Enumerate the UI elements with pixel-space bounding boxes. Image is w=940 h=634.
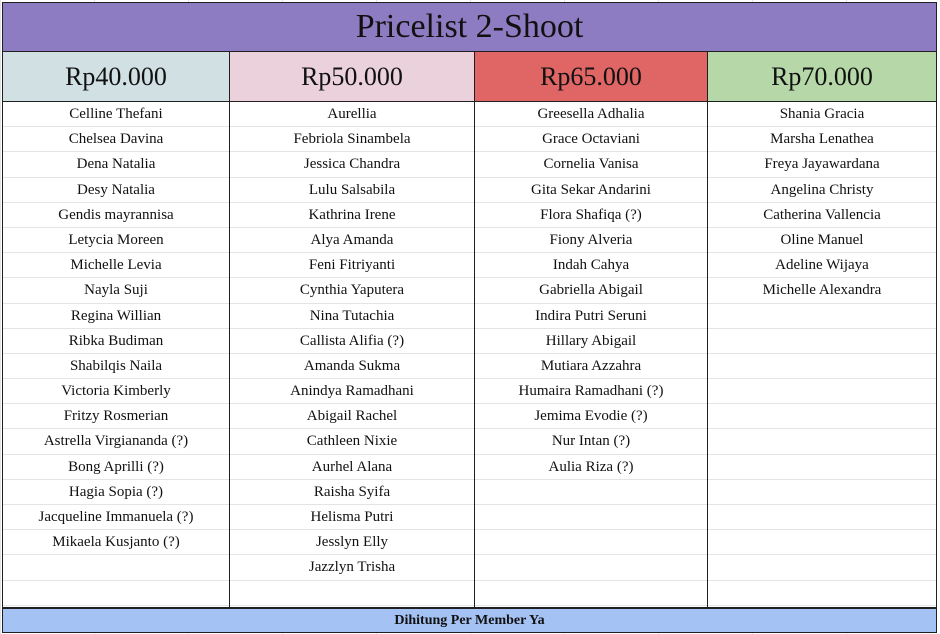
member-name-cell[interactable]: Ribka Budiman xyxy=(3,329,229,354)
price-columns: Rp40.000 Celline Thefani Chelsea Davina De… xyxy=(2,52,937,608)
member-name-cell[interactable]: Regina Willian xyxy=(3,304,229,329)
price-column-65000: Rp65.000 Greesella Adhalia Grace Octavian… xyxy=(474,52,707,608)
empty-cell[interactable] xyxy=(708,530,936,556)
member-name-cell[interactable]: Shania Gracia xyxy=(708,102,936,128)
empty-cell[interactable] xyxy=(475,505,707,531)
member-name-cell[interactable]: Anindya Ramadhani xyxy=(230,379,474,405)
member-name-cell[interactable]: Celline Thefani xyxy=(3,102,229,128)
member-name-cell[interactable]: Mutiara Azzahra xyxy=(475,354,707,380)
member-name-cell[interactable]: Jesslyn Elly xyxy=(230,530,474,556)
member-name-cell[interactable]: Gita Sekar Andarini xyxy=(475,178,707,203)
price-column-70000: Rp70.000 Shania Gracia Marsha Lenathea Fre… xyxy=(707,52,937,608)
member-name-cell[interactable]: Alya Amanda xyxy=(230,228,474,254)
empty-cell[interactable] xyxy=(708,329,936,354)
member-name-cell[interactable]: Astrella Virgiananda (?) xyxy=(3,429,229,455)
footer-note[interactable]: Dihitung Per Member Ya xyxy=(2,608,937,633)
empty-cell[interactable] xyxy=(708,480,936,505)
member-list-40000: Celline Thefani Chelsea Davina Dena Natali… xyxy=(3,102,229,606)
member-name-cell[interactable]: Fritzy Rosmerian xyxy=(3,404,229,430)
member-name-cell[interactable]: Jazzlyn Trisha xyxy=(230,555,474,581)
member-name-cell[interactable]: Jessica Chandra xyxy=(230,152,474,178)
member-name-cell[interactable]: Cornelia Vanisa xyxy=(475,152,707,178)
member-name-cell[interactable]: Nur Intan (?) xyxy=(475,429,707,455)
member-name-cell[interactable]: Jemima Evodie (?) xyxy=(475,404,707,430)
member-name-cell[interactable]: Feni Fitriyanti xyxy=(230,253,474,279)
empty-cell[interactable] xyxy=(708,581,936,606)
member-list-70000: Shania Gracia Marsha Lenathea Freya Jayawa… xyxy=(708,102,936,606)
empty-cell[interactable] xyxy=(475,480,707,505)
member-name-cell[interactable]: Gendis mayrannisa xyxy=(3,203,229,228)
member-name-cell[interactable]: Freya Jayawardana xyxy=(708,152,936,178)
member-name-cell[interactable]: Aulia Riza (?) xyxy=(475,455,707,480)
member-name-cell[interactable]: Shabilqis Naila xyxy=(3,354,229,380)
member-name-cell[interactable]: Marsha Lenathea xyxy=(708,127,936,153)
member-name-cell[interactable]: Abigail Rachel xyxy=(230,404,474,430)
member-name-cell[interactable]: Cathleen Nixie xyxy=(230,429,474,455)
empty-cell[interactable] xyxy=(475,555,707,581)
member-name-cell[interactable]: Adeline Wijaya xyxy=(708,253,936,279)
member-name-cell[interactable]: Kathrina Irene xyxy=(230,203,474,228)
member-name-cell[interactable]: Grace Octaviani xyxy=(475,127,707,153)
empty-cell[interactable] xyxy=(230,581,474,606)
empty-cell[interactable] xyxy=(708,429,936,455)
member-name-cell[interactable]: Raisha Syifa xyxy=(230,480,474,505)
member-name-cell[interactable]: Nina Tutachia xyxy=(230,304,474,329)
member-name-cell[interactable]: Letycia Moreen xyxy=(3,228,229,254)
member-name-cell[interactable]: Dena Natalia xyxy=(3,152,229,178)
empty-cell[interactable] xyxy=(708,304,936,329)
sheet-title[interactable]: Pricelist 2-Shoot xyxy=(2,2,937,52)
member-name-cell[interactable]: Indah Cahya xyxy=(475,253,707,279)
member-list-50000: Aurellia Febriola Sinambela Jessica Chandr… xyxy=(230,102,474,606)
member-name-cell[interactable]: Gabriella Abigail xyxy=(475,278,707,304)
price-column-50000: Rp50.000 Aurellia Febriola Sinambela Jessi… xyxy=(229,52,474,608)
member-name-cell[interactable]: Chelsea Davina xyxy=(3,127,229,153)
member-name-cell[interactable]: Febriola Sinambela xyxy=(230,127,474,153)
empty-cell[interactable] xyxy=(3,555,229,581)
member-name-cell[interactable]: Desy Natalia xyxy=(3,178,229,203)
price-header-65000[interactable]: Rp65.000 xyxy=(475,52,707,102)
member-name-cell[interactable]: Indira Putri Seruni xyxy=(475,304,707,329)
member-name-cell[interactable]: Mikaela Kusjanto (?) xyxy=(3,530,229,556)
member-name-cell[interactable]: Nayla Suji xyxy=(3,278,229,304)
price-column-40000: Rp40.000 Celline Thefani Chelsea Davina De… xyxy=(2,52,229,608)
empty-cell[interactable] xyxy=(708,404,936,430)
member-name-cell[interactable]: Lulu Salsabila xyxy=(230,178,474,203)
member-list-65000: Greesella Adhalia Grace Octaviani Cornelia… xyxy=(475,102,707,606)
price-header-40000[interactable]: Rp40.000 xyxy=(3,52,229,102)
empty-cell[interactable] xyxy=(708,455,936,480)
member-name-cell[interactable]: Humaira Ramadhani (?) xyxy=(475,379,707,405)
member-name-cell[interactable]: Angelina Christy xyxy=(708,178,936,203)
member-name-cell[interactable]: Cynthia Yaputera xyxy=(230,278,474,304)
member-name-cell[interactable]: Aurhel Alana xyxy=(230,455,474,480)
price-header-50000[interactable]: Rp50.000 xyxy=(230,52,474,102)
member-name-cell[interactable]: Flora Shafiqa (?) xyxy=(475,203,707,228)
member-name-cell[interactable]: Bong Aprilli (?) xyxy=(3,455,229,480)
member-name-cell[interactable]: Fiony Alveria xyxy=(475,228,707,254)
empty-cell[interactable] xyxy=(708,354,936,380)
empty-cell[interactable] xyxy=(708,379,936,405)
member-name-cell[interactable]: Greesella Adhalia xyxy=(475,102,707,128)
member-name-cell[interactable]: Amanda Sukma xyxy=(230,354,474,380)
empty-cell[interactable] xyxy=(3,581,229,606)
member-name-cell[interactable]: Hagia Sopia (?) xyxy=(3,480,229,505)
empty-cell[interactable] xyxy=(708,505,936,531)
member-name-cell[interactable]: Helisma Putri xyxy=(230,505,474,531)
price-header-70000[interactable]: Rp70.000 xyxy=(708,52,936,102)
member-name-cell[interactable]: Michelle Alexandra xyxy=(708,278,936,304)
member-name-cell[interactable]: Callista Alifia (?) xyxy=(230,329,474,354)
member-name-cell[interactable]: Aurellia xyxy=(230,102,474,128)
empty-cell[interactable] xyxy=(475,530,707,556)
member-name-cell[interactable]: Michelle Levia xyxy=(3,253,229,279)
member-name-cell[interactable]: Catherina Vallencia xyxy=(708,203,936,228)
member-name-cell[interactable]: Victoria Kimberly xyxy=(3,379,229,405)
empty-cell[interactable] xyxy=(708,555,936,581)
member-name-cell[interactable]: Hillary Abigail xyxy=(475,329,707,354)
member-name-cell[interactable]: Oline Manuel xyxy=(708,228,936,254)
empty-cell[interactable] xyxy=(475,581,707,606)
member-name-cell[interactable]: Jacqueline Immanuela (?) xyxy=(3,505,229,531)
